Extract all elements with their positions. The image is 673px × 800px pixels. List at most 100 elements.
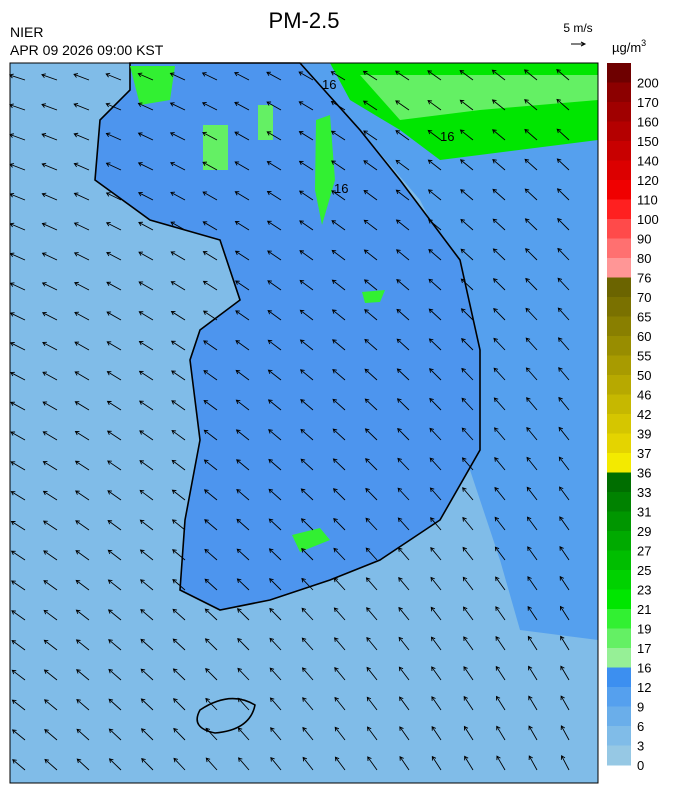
colorbar-swatch [607, 550, 631, 571]
wind-arrow [330, 71, 346, 81]
colorbar-swatch [607, 160, 631, 181]
wind-arrow [460, 248, 474, 261]
colorbar-label: 76 [637, 271, 651, 286]
wind-arrow [140, 609, 154, 621]
wind-arrow [394, 70, 410, 81]
colorbar-swatch [607, 121, 631, 142]
wind-scale-arrowhead [580, 41, 587, 47]
wind-scale: 5 m/s [563, 21, 592, 35]
wind-arrow [172, 608, 186, 621]
colorbar-swatch [607, 180, 631, 200]
wind-arrow [75, 550, 90, 561]
colorbar-label: 16 [637, 661, 651, 676]
wind-arrow [137, 132, 154, 141]
wind-arrow [11, 699, 26, 711]
wind-arrow [73, 252, 90, 261]
wind-arrow [299, 309, 314, 321]
wind-arrow [267, 399, 282, 411]
colorbar-label: 65 [637, 310, 651, 325]
wind-arrow [266, 220, 282, 231]
wind-arrow [75, 520, 90, 531]
wind-arrow [173, 727, 186, 741]
wind-arrow [11, 580, 26, 591]
wind-arrow [235, 369, 250, 381]
wind-arrow [268, 488, 282, 501]
wind-arrow [559, 575, 570, 591]
wind-arrow [559, 516, 570, 531]
wind-arrow [107, 490, 122, 501]
wind-arrow [299, 369, 314, 381]
wind-arrow [76, 698, 90, 711]
wind-arrow [106, 400, 122, 411]
wind-arrow [172, 549, 186, 561]
wind-arrow [42, 341, 58, 351]
wind-arrow [396, 279, 410, 291]
wind-arrow [140, 579, 154, 591]
wind-arrow [137, 162, 154, 171]
wind-arrow [427, 189, 442, 201]
wind-arrow [171, 459, 186, 471]
wind-arrow [75, 579, 90, 591]
jeju-island [196, 697, 256, 734]
wind-arrow [267, 369, 282, 381]
colorbar-swatch [607, 589, 631, 610]
wind-arrow [459, 99, 474, 111]
wind-arrow [105, 222, 122, 231]
wind-arrow [140, 638, 154, 651]
wind-arrow [301, 548, 314, 561]
wind-arrow [557, 247, 570, 261]
wind-arrow [73, 222, 90, 231]
wind-arrow [107, 579, 122, 591]
wind-arrow [235, 280, 250, 291]
wind-arrow [333, 577, 346, 591]
wind-arrow [430, 606, 442, 621]
wind-arrow [235, 399, 250, 411]
wind-arrow [108, 668, 122, 681]
colorbar-swatch [607, 570, 631, 590]
wind-arrow [364, 309, 378, 321]
wind-arrow [269, 637, 282, 651]
colorbar-swatch [607, 394, 631, 415]
wind-arrow [366, 636, 378, 651]
wind-arrow [525, 248, 538, 261]
wind-arrow [334, 756, 346, 771]
colorbar-label: 50 [637, 368, 651, 383]
wind-arrow [301, 607, 314, 621]
wind-arrow [237, 637, 250, 651]
wind-arrow [170, 281, 186, 291]
wind-arrow [236, 578, 250, 591]
wind-arrow [333, 517, 346, 531]
pm-patch [362, 290, 385, 303]
wind-arrow [41, 282, 58, 291]
wind-arrow [170, 310, 186, 321]
wind-arrow [556, 188, 570, 201]
wind-arrow [463, 606, 474, 621]
wind-arrow [270, 756, 282, 771]
contour-label: 16 [334, 181, 348, 196]
wind-arrow [298, 160, 314, 171]
wind-arrow [462, 487, 474, 501]
wind-arrow [365, 487, 378, 501]
wind-arrow [108, 639, 122, 651]
wind-arrow [301, 667, 314, 681]
wind-arrow [491, 69, 506, 81]
wind-arrow [557, 218, 570, 231]
wind-arrow [366, 696, 378, 711]
wind-arrow [526, 397, 538, 411]
wind-arrow [397, 457, 410, 471]
wind-arrow [235, 340, 250, 351]
wind-arrow [107, 549, 122, 561]
wind-arrow [203, 459, 218, 471]
wind-arrow [43, 609, 58, 621]
colorbar-label: 23 [637, 583, 651, 598]
colorbar-label: 6 [637, 719, 644, 734]
wind-arrow [266, 101, 282, 111]
wind-arrow [10, 520, 26, 531]
pm-patch [258, 105, 273, 140]
wind-arrow [10, 550, 26, 561]
wind-arrow [41, 162, 58, 171]
wind-arrow [140, 728, 154, 741]
colorbar-label: 27 [637, 544, 651, 559]
wind-arrow [138, 400, 154, 411]
wind-arrow [428, 308, 442, 321]
